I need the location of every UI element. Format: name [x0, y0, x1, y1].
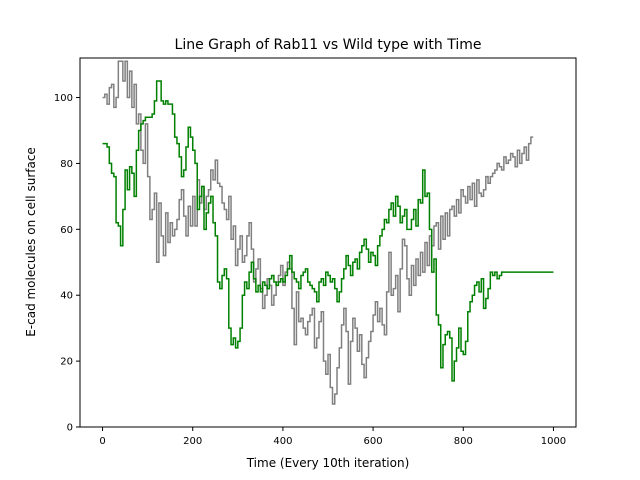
y-axis-label: E-cad molecules on cell surface [24, 147, 38, 337]
y-tick-label: 40 [60, 291, 73, 302]
x-axis: 0 200 400 600 800 1000 [99, 427, 566, 447]
plot-frame [79, 57, 577, 428]
y-tick-label: 100 [54, 93, 73, 104]
x-tick-label: 0 [99, 436, 105, 447]
x-tick-label: 600 [364, 436, 383, 447]
x-tick-label: 800 [454, 436, 473, 447]
y-tick-label: 20 [60, 357, 73, 368]
y-tick-label: 0 [67, 423, 73, 434]
series-line-rab11 [102, 80, 554, 382]
x-tick-label: 400 [273, 436, 292, 447]
chart-title: Line Graph of Rab11 vs Wild type with Ti… [175, 37, 482, 53]
x-tick-label: 200 [183, 436, 202, 447]
y-axis: 0 20 40 60 80 100 [54, 93, 80, 434]
series-line-wild-type [102, 60, 534, 405]
y-tick-label: 60 [60, 225, 73, 236]
y-tick-label: 80 [60, 159, 73, 170]
x-axis-label: Time (Every 10th iteration) [246, 456, 410, 470]
x-tick-label: 1000 [541, 436, 566, 447]
series-group [102, 60, 554, 405]
